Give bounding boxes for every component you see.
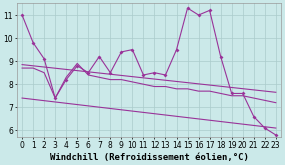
X-axis label: Windchill (Refroidissement éolien,°C): Windchill (Refroidissement éolien,°C) — [50, 152, 249, 162]
